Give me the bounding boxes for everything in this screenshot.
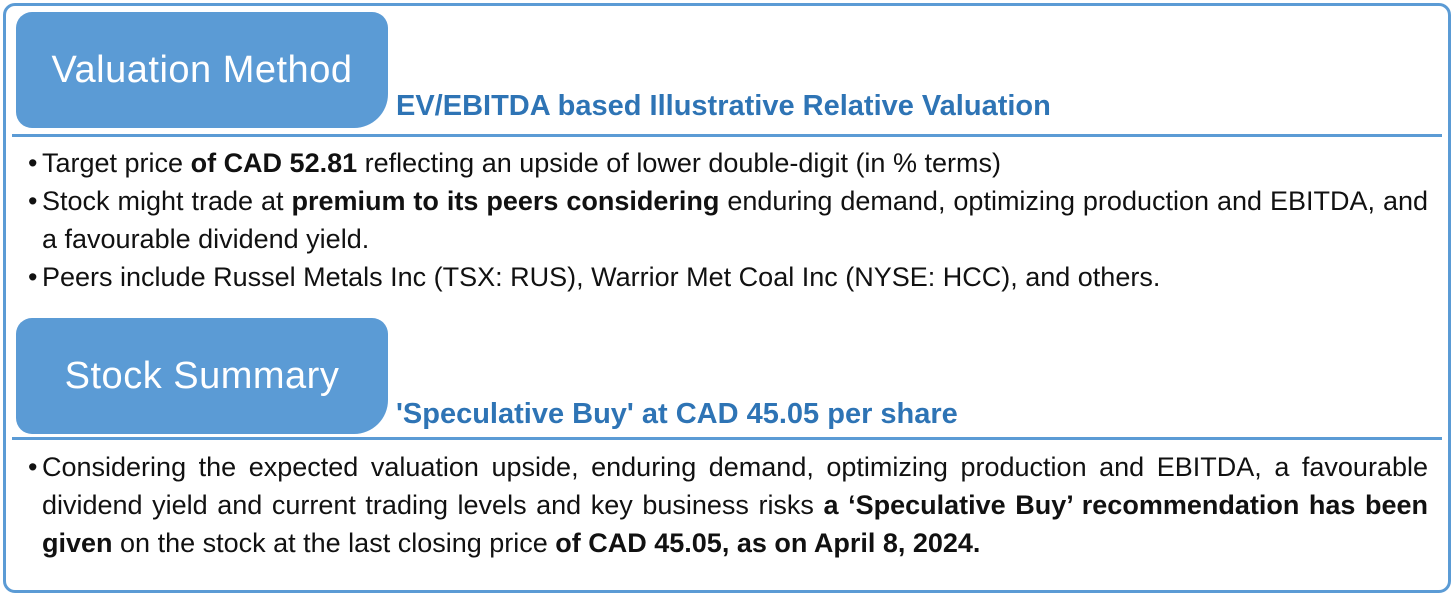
- bullet-item: Peers include Russel Metals Inc (TSX: RU…: [28, 258, 1428, 296]
- valuation-method-title: Valuation Method: [51, 48, 353, 91]
- bullet-item: Stock might trade at premium to its peer…: [28, 182, 1428, 258]
- section-divider-line: [12, 437, 1442, 440]
- stock-summary-subtitle: 'Speculative Buy' at CAD 45.05 per share: [396, 398, 958, 430]
- valuation-method-bullets: Target price of CAD 52.81 reflecting an …: [28, 144, 1428, 296]
- valuation-method-subtitle: EV/EBITDA based Illustrative Relative Va…: [396, 90, 1051, 122]
- stock-summary-header-box: Stock Summary: [16, 318, 388, 434]
- section-divider-line: [12, 134, 1442, 137]
- bullet-item: Considering the expected valuation upsid…: [28, 448, 1428, 562]
- bullet-item: Target price of CAD 52.81 reflecting an …: [28, 144, 1428, 182]
- stock-summary-bullets: Considering the expected valuation upsid…: [28, 448, 1428, 562]
- report-card: Valuation Method EV/EBITDA based Illustr…: [3, 3, 1451, 593]
- stock-summary-title: Stock Summary: [64, 354, 340, 397]
- valuation-method-header-box: Valuation Method: [16, 12, 388, 128]
